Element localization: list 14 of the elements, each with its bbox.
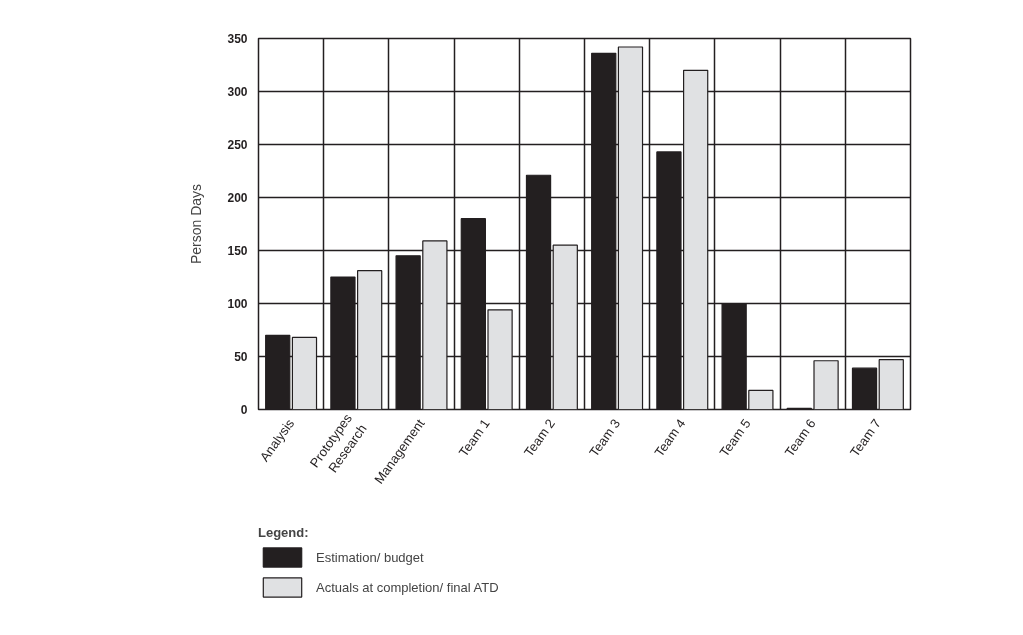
y-tick-label: 100 — [227, 297, 248, 311]
y-tick-label: 50 — [234, 350, 248, 364]
y-axis-title: Person Days — [188, 183, 205, 265]
bar — [851, 367, 878, 410]
y-tick-label: 350 — [227, 32, 248, 46]
y-tick-label: 300 — [227, 85, 248, 99]
y-tick-label: 0 — [240, 403, 248, 417]
bar — [878, 359, 904, 410]
y-tick-label: 200 — [227, 191, 248, 205]
y-tick-label: 250 — [227, 138, 248, 152]
legend-title: Legend: — [258, 525, 310, 540]
y-tick-label: 150 — [227, 244, 248, 258]
legend-label: Estimation/ budget — [316, 549, 424, 565]
legend-label: Actuals at completion/ final ATD — [316, 579, 499, 595]
